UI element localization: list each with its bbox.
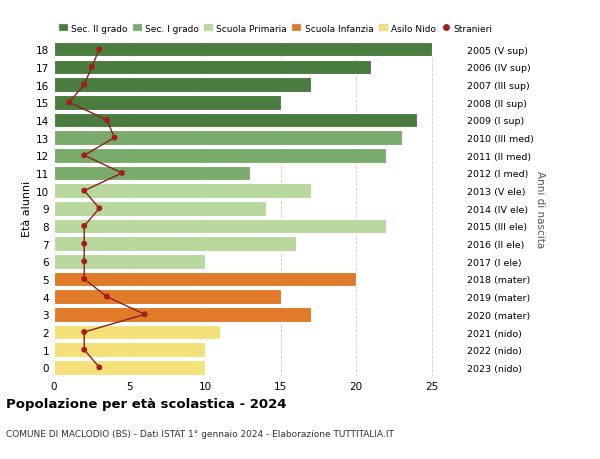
Point (79, 223, 89, 230)
Bar (54, 113, 416, 128)
Legend: Sec. II grado, Sec. I grado, Scuola Primaria, Scuola Infanzia, Asilo Nido, Stran: Sec. II grado, Sec. I grado, Scuola Prim… (59, 24, 493, 34)
Point (117, 170, 127, 177)
Point (79, 82, 89, 89)
Bar (54, 343, 205, 357)
Bar (54, 290, 281, 304)
Bar (54, 202, 266, 216)
Text: COMUNE DI MACLODIO (BS) - Dati ISTAT 1° gennaio 2024 - Elaborazione TUTTITALIA.I: COMUNE DI MACLODIO (BS) - Dati ISTAT 1° … (6, 429, 394, 438)
Point (79, 152, 89, 160)
Point (102, 117, 112, 124)
Point (79, 276, 89, 283)
Bar (54, 96, 281, 110)
Point (64, 99, 74, 106)
Point (95, 364, 104, 371)
Point (79, 346, 89, 353)
Text: Popolazione per età scolastica - 2024: Popolazione per età scolastica - 2024 (6, 397, 287, 410)
Bar (54, 272, 356, 286)
Point (79, 258, 89, 265)
Point (95, 46, 104, 54)
Point (102, 293, 112, 301)
Point (140, 311, 149, 319)
Bar (54, 237, 296, 252)
Y-axis label: Anni di nascita: Anni di nascita (535, 170, 545, 247)
Point (79, 188, 89, 195)
Bar (54, 325, 220, 340)
Bar (54, 360, 205, 375)
Bar (54, 166, 250, 181)
Bar (54, 255, 205, 269)
Point (110, 134, 119, 142)
Bar (54, 184, 311, 198)
Point (95, 205, 104, 213)
Bar (54, 131, 401, 146)
Point (87, 64, 97, 72)
Y-axis label: Età alunni: Età alunni (22, 181, 32, 237)
Point (79, 329, 89, 336)
Bar (54, 43, 432, 57)
Bar (54, 219, 386, 234)
Point (79, 241, 89, 248)
Bar (54, 149, 386, 163)
Bar (54, 78, 311, 93)
Bar (54, 308, 311, 322)
Bar (54, 61, 371, 75)
